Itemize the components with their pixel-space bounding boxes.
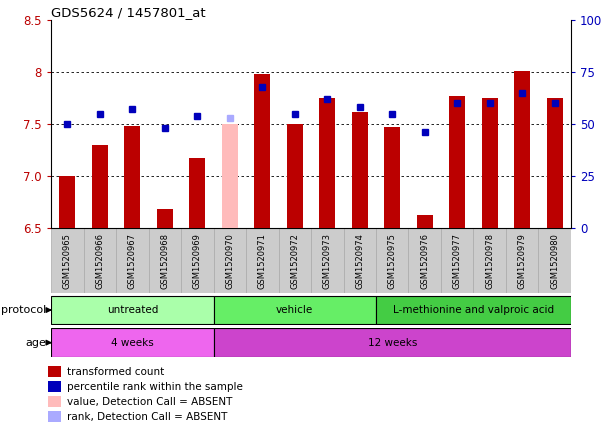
- Bar: [92, 145, 108, 228]
- Bar: [441, 228, 474, 293]
- Bar: [449, 96, 465, 228]
- Text: GSM1520968: GSM1520968: [160, 233, 169, 289]
- Text: 4 weeks: 4 weeks: [111, 338, 154, 348]
- Bar: [48, 366, 61, 377]
- Text: GSM1520969: GSM1520969: [193, 233, 202, 288]
- Bar: [222, 124, 238, 228]
- Text: GDS5624 / 1457801_at: GDS5624 / 1457801_at: [51, 6, 206, 19]
- Bar: [319, 98, 335, 228]
- Bar: [148, 228, 181, 293]
- Text: GSM1520971: GSM1520971: [258, 233, 267, 288]
- Bar: [84, 228, 116, 293]
- Text: GSM1520973: GSM1520973: [323, 233, 332, 289]
- Bar: [416, 215, 433, 228]
- Text: untreated: untreated: [106, 305, 158, 315]
- Text: percentile rank within the sample: percentile rank within the sample: [67, 382, 243, 392]
- Bar: [213, 296, 376, 324]
- Bar: [48, 396, 61, 407]
- Text: GSM1520979: GSM1520979: [517, 233, 526, 288]
- Bar: [506, 228, 538, 293]
- Text: age: age: [25, 338, 46, 348]
- Bar: [181, 228, 213, 293]
- Text: GSM1520978: GSM1520978: [485, 233, 494, 289]
- Text: protocol: protocol: [1, 305, 46, 315]
- Bar: [48, 411, 61, 423]
- Text: GSM1520966: GSM1520966: [96, 233, 105, 289]
- Bar: [51, 328, 213, 357]
- Bar: [352, 112, 368, 228]
- Bar: [157, 209, 173, 228]
- Text: GSM1520965: GSM1520965: [63, 233, 72, 288]
- Bar: [474, 228, 506, 293]
- Bar: [189, 158, 206, 228]
- Text: GSM1520976: GSM1520976: [420, 233, 429, 289]
- Bar: [384, 127, 400, 228]
- Text: GSM1520967: GSM1520967: [128, 233, 137, 289]
- Text: L-methionine and valproic acid: L-methionine and valproic acid: [393, 305, 554, 315]
- Text: GSM1520972: GSM1520972: [290, 233, 299, 288]
- Bar: [287, 124, 303, 228]
- Text: value, Detection Call = ABSENT: value, Detection Call = ABSENT: [67, 397, 233, 407]
- Bar: [48, 381, 61, 392]
- Text: transformed count: transformed count: [67, 367, 165, 376]
- Bar: [116, 228, 148, 293]
- Bar: [344, 228, 376, 293]
- Bar: [376, 228, 409, 293]
- Text: GSM1520977: GSM1520977: [453, 233, 462, 289]
- Bar: [213, 228, 246, 293]
- Text: GSM1520970: GSM1520970: [225, 233, 234, 288]
- Text: vehicle: vehicle: [276, 305, 313, 315]
- Bar: [213, 328, 571, 357]
- Bar: [311, 228, 344, 293]
- Bar: [124, 126, 141, 228]
- Bar: [376, 296, 571, 324]
- Bar: [538, 228, 571, 293]
- Bar: [514, 71, 530, 228]
- Bar: [51, 296, 213, 324]
- Text: GSM1520980: GSM1520980: [550, 233, 559, 288]
- Bar: [481, 98, 498, 228]
- Bar: [51, 228, 84, 293]
- Bar: [409, 228, 441, 293]
- Bar: [59, 176, 76, 228]
- Bar: [278, 228, 311, 293]
- Bar: [254, 74, 270, 228]
- Bar: [246, 228, 278, 293]
- Text: rank, Detection Call = ABSENT: rank, Detection Call = ABSENT: [67, 412, 228, 422]
- Text: GSM1520975: GSM1520975: [388, 233, 397, 288]
- Text: GSM1520974: GSM1520974: [355, 233, 364, 288]
- Bar: [546, 98, 563, 228]
- Text: 12 weeks: 12 weeks: [368, 338, 417, 348]
